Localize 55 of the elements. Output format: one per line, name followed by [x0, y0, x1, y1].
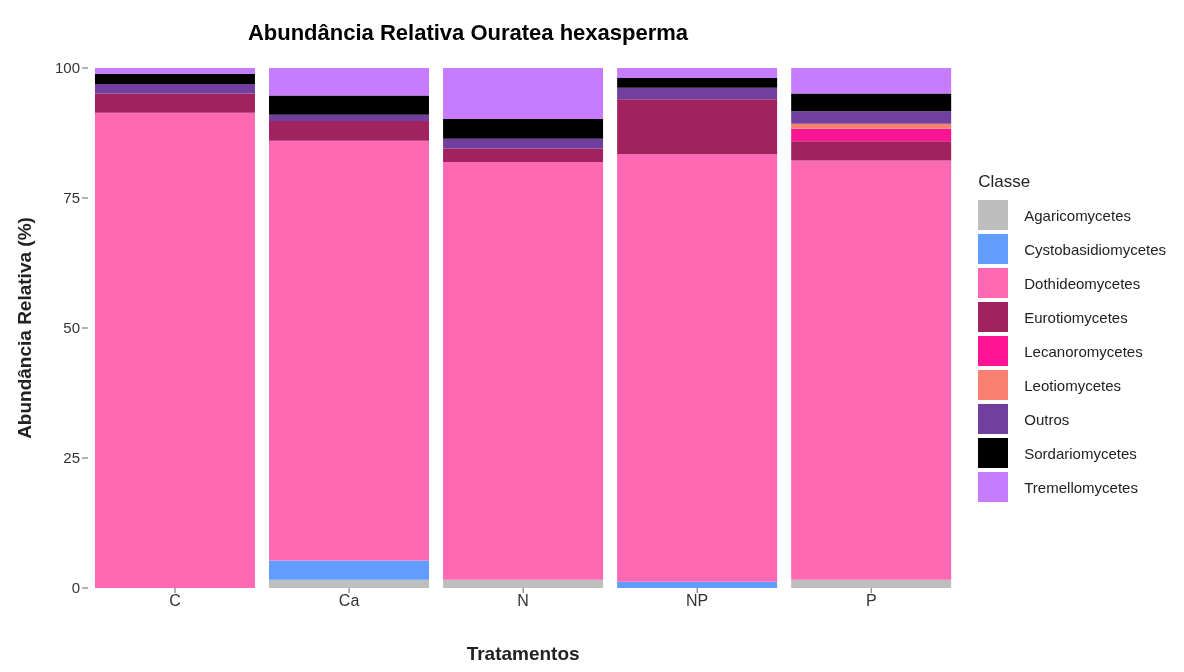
bar [269, 114, 430, 122]
bar [791, 160, 952, 580]
bar [443, 162, 604, 580]
bar [94, 68, 255, 74]
x-tick-label: N [517, 592, 529, 610]
bar [791, 93, 952, 112]
bar [443, 118, 604, 139]
bar [791, 128, 952, 142]
bar [617, 68, 778, 78]
y-tick-label: 50 [63, 319, 80, 337]
y-tick-label: 75 [63, 189, 80, 207]
bar [791, 111, 952, 124]
bar [443, 68, 604, 119]
legend-label: Eurotiomycetes [1024, 308, 1128, 326]
bar [94, 93, 255, 113]
legend-label: Sordariomycetes [1024, 444, 1137, 462]
bar [269, 95, 430, 115]
bar [791, 68, 952, 94]
bar [269, 140, 430, 561]
bar [791, 579, 952, 588]
legend-label: Leotiomycetes [1024, 376, 1121, 394]
y-axis-title: Abundância Relativa (%) [13, 217, 35, 439]
legend-label: Dothideomycetes [1024, 274, 1141, 292]
y-tick-label: 25 [63, 449, 80, 467]
x-axis-title: Tratamentos [466, 643, 580, 664]
bar [94, 84, 255, 94]
x-tick-label: Ca [338, 592, 360, 610]
bar [617, 154, 778, 582]
bar [269, 579, 430, 588]
x-tick-label: NP [686, 592, 709, 610]
bar [443, 579, 604, 588]
x-tick-label: P [865, 592, 877, 610]
bar [617, 77, 778, 88]
legend-label: Lecanoromycetes [1024, 342, 1143, 360]
bar [269, 560, 430, 580]
bar [791, 123, 952, 129]
bar [269, 68, 430, 96]
legend-label: Tremellomycetes [1024, 478, 1138, 496]
y-tick-label: 0 [71, 579, 80, 597]
bar [443, 148, 604, 163]
bar [617, 581, 778, 588]
chart-title: Abundância Relativa Ouratea hexasperma [246, 20, 690, 46]
legend-label: Outros [1024, 410, 1070, 428]
y-tick-label: 100 [54, 59, 80, 77]
x-tick-label: C [169, 592, 181, 610]
bar [791, 141, 952, 161]
legend-label: Cystobasidiomycetes [1024, 240, 1166, 258]
legend-title: Classe [978, 172, 1032, 192]
bar [94, 73, 255, 85]
legend-label: Agaricomycetes [1024, 206, 1131, 224]
bar [269, 121, 430, 141]
bar [617, 87, 778, 100]
bar [617, 99, 778, 155]
bar [443, 138, 604, 149]
bar [94, 112, 255, 588]
